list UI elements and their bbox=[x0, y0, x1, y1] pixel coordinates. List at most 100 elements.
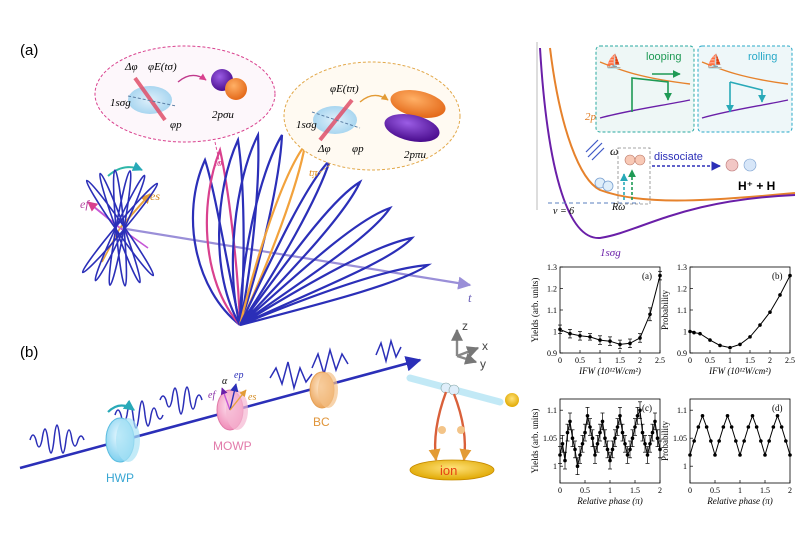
x-tick-label: 2 bbox=[788, 486, 792, 495]
data-point bbox=[784, 439, 788, 443]
data-point bbox=[729, 425, 734, 429]
x-tick-label: 0.5 bbox=[710, 486, 720, 495]
wave-packets bbox=[29, 338, 402, 454]
y-tick-label: 1.2 bbox=[547, 285, 557, 294]
laser-icon bbox=[585, 139, 605, 161]
data-point bbox=[598, 338, 602, 342]
mowp-es-label: es bbox=[248, 392, 256, 403]
data-point bbox=[580, 442, 585, 446]
data-point bbox=[650, 430, 655, 435]
y-tick-label: 1.2 bbox=[677, 285, 687, 294]
bubble-sigma-phi-p: φp bbox=[170, 119, 182, 131]
bubble-sigma-delta-phi: Δφ bbox=[124, 61, 138, 73]
bc-element: BC bbox=[309, 371, 338, 429]
bubble-sigma-target: 2pσu bbox=[212, 109, 234, 121]
data-point bbox=[688, 329, 692, 334]
data-point bbox=[585, 414, 590, 418]
data-point bbox=[560, 442, 565, 446]
data-point bbox=[568, 331, 572, 336]
data-point bbox=[698, 331, 702, 336]
data-point bbox=[728, 345, 732, 350]
charts-group: (a) 0 0.5 1 1.5 2 2.5 0.9 1 1.1 1.2 1.3 IFW (10¹²W/c… bbox=[530, 263, 795, 506]
hwp-rotate-icon bbox=[107, 399, 135, 413]
data-point bbox=[630, 436, 635, 441]
data-point bbox=[738, 453, 742, 457]
data-point bbox=[688, 453, 692, 457]
x-tick-label: 0.5 bbox=[580, 486, 590, 495]
data-point bbox=[613, 436, 617, 441]
panel-label: (a) bbox=[642, 271, 652, 281]
bubble-pi-phiE: φE(tπ) bbox=[330, 83, 359, 95]
x-tick-label: 0 bbox=[688, 356, 692, 365]
y-tick-label: 1.1 bbox=[547, 306, 557, 315]
data-point bbox=[645, 453, 650, 457]
data-point bbox=[608, 339, 612, 343]
bubble-pi-state: 1sσg bbox=[296, 119, 317, 131]
data-point bbox=[709, 439, 713, 443]
data-point bbox=[708, 338, 712, 342]
ef-label: ef bbox=[80, 197, 90, 211]
data-point bbox=[759, 439, 763, 443]
data-point bbox=[653, 419, 657, 424]
looping-label: looping bbox=[646, 51, 681, 63]
data-point bbox=[625, 453, 630, 457]
data-point bbox=[583, 430, 587, 435]
data-point bbox=[648, 312, 652, 317]
data-point bbox=[643, 442, 647, 446]
y-tick-label: 1.05 bbox=[543, 434, 557, 443]
data-point bbox=[588, 335, 592, 339]
rotation-arrow bbox=[107, 161, 143, 177]
looping-inset: ⛵ looping bbox=[595, 45, 695, 133]
panel-label: (d) bbox=[772, 403, 783, 413]
data-point bbox=[758, 323, 762, 327]
data-point bbox=[704, 425, 709, 429]
bubble-pi-delta-phi: Δφ bbox=[317, 143, 331, 155]
chart-b: (b) 0 0.5 1 1.5 2 2.5 0.9 1 1.1 1.2 1.3 IFW (10¹²W/c… bbox=[660, 263, 795, 376]
x-tick-label: 0.5 bbox=[575, 356, 585, 365]
data-point bbox=[618, 414, 622, 418]
y-tick-label: 1.05 bbox=[673, 434, 687, 443]
data-point bbox=[746, 425, 751, 429]
y-tick-label: 1.1 bbox=[677, 406, 687, 415]
data-point bbox=[615, 425, 620, 429]
pi-u-lobe-icon bbox=[384, 114, 440, 142]
y-tick-label: 1.1 bbox=[547, 406, 557, 415]
data-point bbox=[692, 439, 696, 443]
data-point bbox=[779, 425, 784, 429]
x-tick-label: 1.5 bbox=[630, 486, 640, 495]
data-point bbox=[638, 336, 642, 340]
t-sigma-label: tσ bbox=[214, 157, 223, 169]
y-tick-label: 0.9 bbox=[677, 349, 687, 358]
data-point bbox=[588, 425, 592, 429]
x-tick-label: 2 bbox=[638, 356, 642, 365]
y-tick-label: 1 bbox=[553, 462, 557, 471]
panel-a-label: (a) bbox=[20, 42, 38, 59]
axis-z-label: z bbox=[462, 319, 468, 333]
t-pi-label: tπ bbox=[309, 167, 318, 179]
x-axis-label: IFW (10¹²W/cm²) bbox=[708, 366, 771, 376]
field-vector-icon bbox=[133, 76, 167, 122]
omega-label: ω bbox=[610, 144, 618, 158]
x-axis-label: IFW (10¹²W/cm²) bbox=[578, 366, 641, 376]
data-point bbox=[696, 425, 701, 429]
y-tick-label: 1.3 bbox=[677, 263, 687, 272]
data-point bbox=[655, 436, 660, 441]
data-point bbox=[563, 458, 567, 463]
data-point bbox=[590, 436, 595, 441]
data-point bbox=[738, 342, 742, 347]
data-point bbox=[775, 414, 780, 418]
panel-label: (c) bbox=[642, 403, 652, 413]
ion-label: ion bbox=[440, 463, 457, 478]
x-tick-label: 2.5 bbox=[785, 356, 795, 365]
hwp-label: HWP bbox=[106, 471, 134, 485]
x-tick-label: 1.5 bbox=[615, 356, 625, 365]
data-point bbox=[754, 425, 759, 429]
y-tick-label: 1 bbox=[553, 328, 557, 337]
axis-y-label: y bbox=[480, 357, 486, 371]
data-point bbox=[718, 343, 722, 348]
panel-label: (b) bbox=[772, 271, 783, 281]
data-point bbox=[778, 293, 782, 297]
y-axis-label: Yields (arb. units) bbox=[530, 409, 540, 474]
hwp-element: HWP bbox=[105, 399, 140, 485]
